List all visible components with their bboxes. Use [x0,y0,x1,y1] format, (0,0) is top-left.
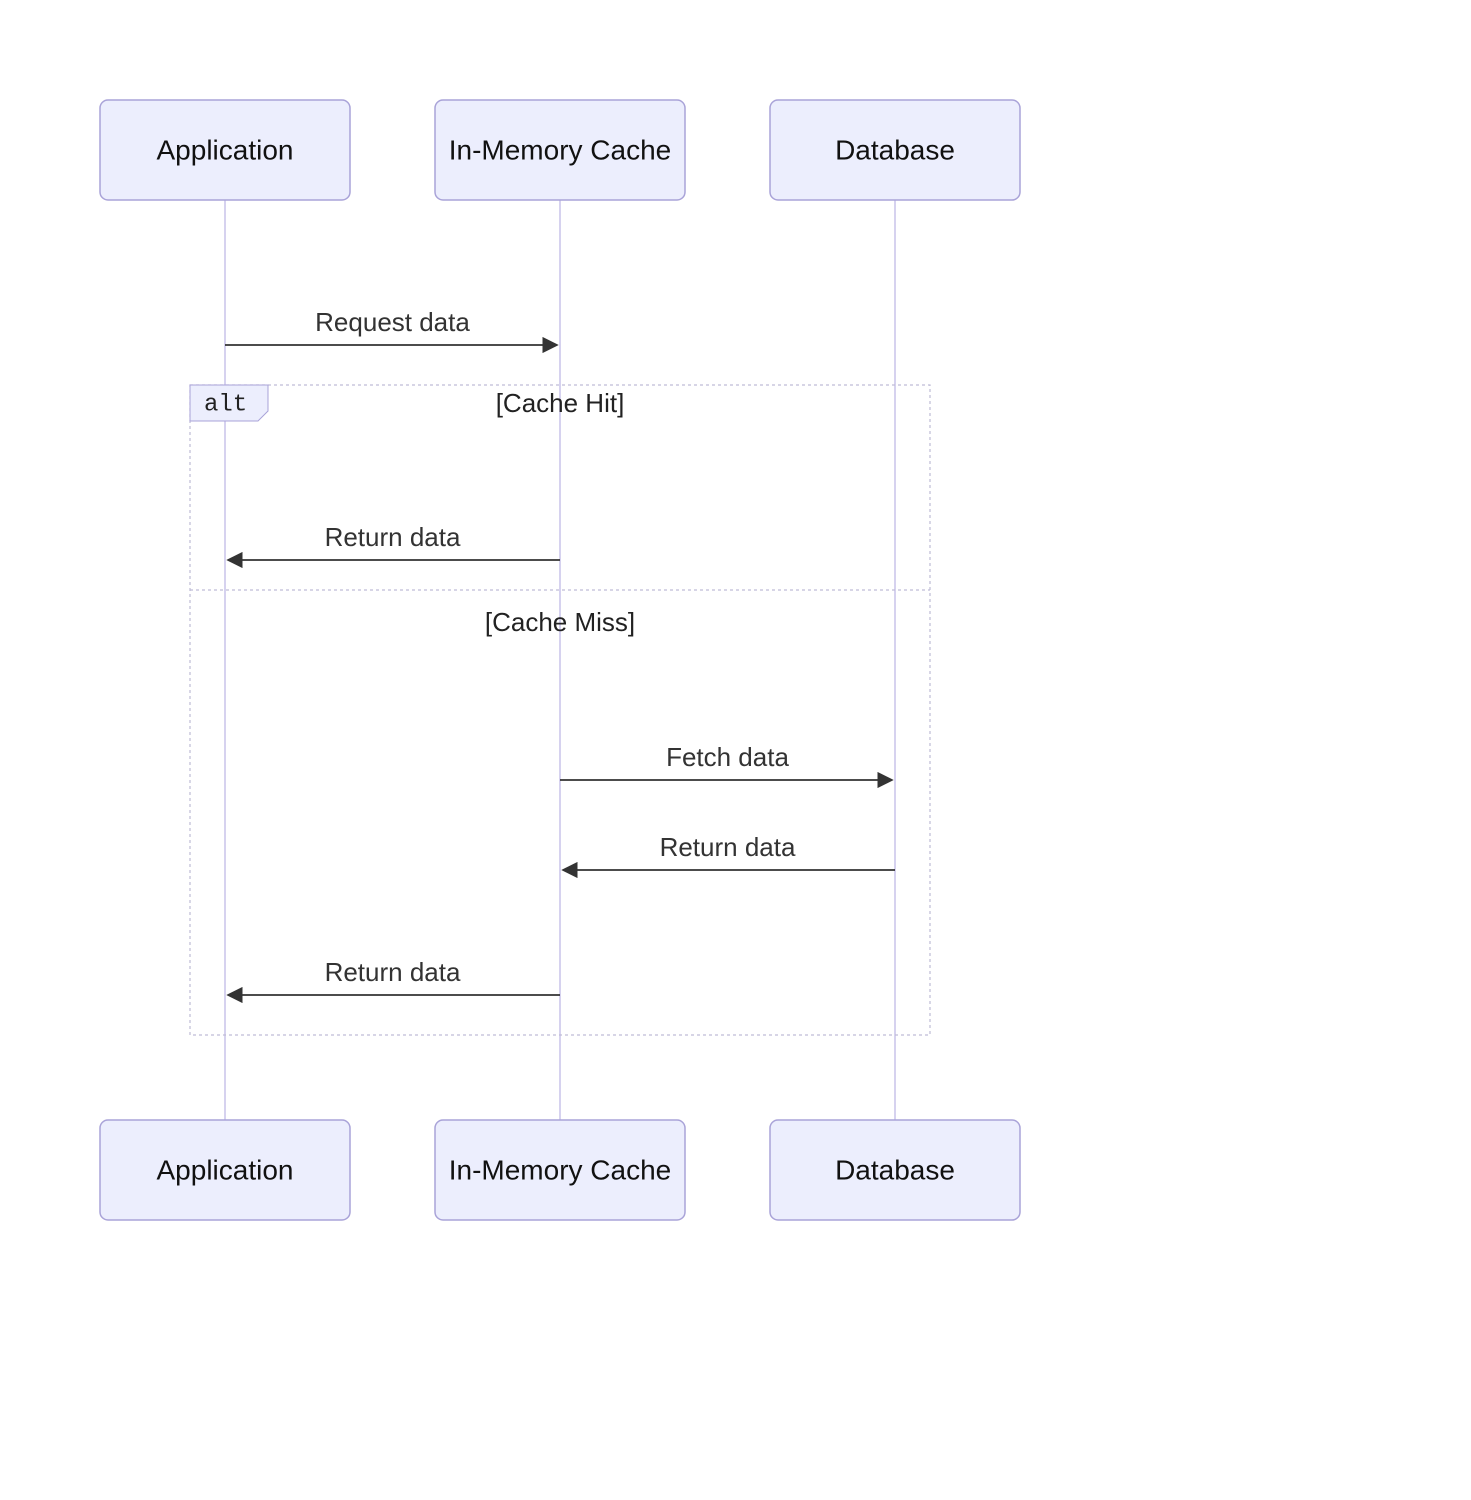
message-label-0: Request data [315,307,470,337]
message-label-1: Return data [325,522,461,552]
actor-db-bottom: Database [770,1120,1020,1220]
actor-label: Database [835,134,955,165]
actor-db-top: Database [770,100,1020,200]
actor-label: Application [157,1154,294,1185]
sequence-diagram: Application Application In-Memory Cache In-… [0,0,1471,1500]
alt-keyword: alt [204,391,247,418]
actor-label: In-Memory Cache [449,134,672,165]
message-label-4: Return data [325,957,461,987]
actor-cache-bottom: In-Memory Cache [435,1120,685,1220]
actor-cache-top: In-Memory Cache [435,100,685,200]
actor-label: In-Memory Cache [449,1154,672,1185]
alt-condition-2: [Cache Miss] [485,607,635,637]
actor-label: Database [835,1154,955,1185]
actor-app-top: Application [100,100,350,200]
message-label-2: Fetch data [666,742,789,772]
actor-app-bottom: Application [100,1120,350,1220]
alt-condition-1: [Cache Hit] [496,388,625,418]
message-label-3: Return data [660,832,796,862]
actor-label: Application [157,134,294,165]
